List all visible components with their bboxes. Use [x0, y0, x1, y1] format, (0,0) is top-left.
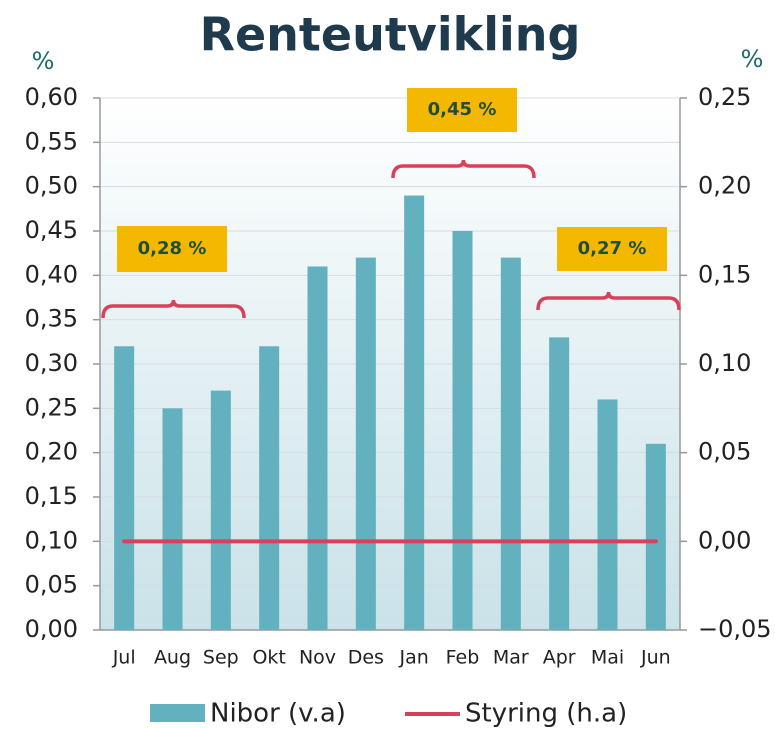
y-tick-label: 0,25 [25, 393, 78, 421]
y-tick-label: 0,55 [25, 127, 78, 155]
x-tick-label: Nov [299, 647, 336, 669]
x-tick-label: Feb [446, 647, 480, 669]
chart-title: Renteutvikling [200, 8, 581, 62]
y2-tick-label: 0,15 [698, 260, 751, 288]
y2-tick-label: −0,05 [698, 615, 772, 643]
x-tick-label: Des [348, 647, 384, 669]
y-tick-label: 0,10 [25, 526, 78, 554]
y-tick-label: 0,50 [25, 172, 78, 200]
y-tick-label: 0,05 [25, 571, 78, 599]
bar [162, 408, 183, 630]
x-tick-label: Sep [203, 647, 239, 669]
brace [391, 159, 536, 179]
x-tick-label: Jun [640, 647, 671, 669]
bar [307, 266, 328, 630]
brace [101, 299, 246, 319]
annotation-box [557, 227, 667, 271]
y2-tick-label: 0,25 [698, 83, 751, 111]
y-tick-label: 0,30 [25, 349, 78, 377]
legend-swatch [150, 704, 205, 722]
x-tick-label: Mar [493, 647, 529, 669]
y-tick-label: 0,00 [25, 615, 78, 643]
brace [536, 291, 681, 311]
y-tick-label: 0,40 [25, 260, 78, 288]
x-tick-label: Jul [112, 647, 136, 669]
annotation: 0,27 % [578, 238, 647, 259]
x-tick-label: Okt [252, 647, 285, 669]
bar [259, 346, 280, 630]
bar [210, 390, 231, 630]
y-tick-label: 0,35 [25, 305, 78, 333]
y2-unit: % [741, 45, 764, 73]
annotation-box [407, 88, 517, 132]
annotation-box [117, 226, 227, 272]
bar [645, 443, 666, 630]
legend-label: Styring (h.a) [465, 699, 627, 729]
bar [549, 337, 570, 630]
x-tick-label: Jan [399, 647, 429, 669]
bar [404, 195, 425, 631]
annotation: 0,45 % [428, 99, 497, 120]
x-tick-label: Mai [591, 647, 624, 669]
bar [597, 399, 618, 630]
annotation: 0,28 % [138, 238, 207, 259]
y-unit: % [32, 47, 55, 75]
y2-tick-label: 0,10 [698, 349, 751, 377]
x-tick-label: Apr [543, 647, 576, 669]
bar [452, 231, 473, 630]
y-tick-label: 0,45 [25, 216, 78, 244]
bar [355, 257, 376, 630]
y2-tick-label: 0,00 [698, 526, 751, 554]
bar [114, 346, 135, 630]
y2-tick-label: 0,05 [698, 438, 751, 466]
y2-tick-label: 0,20 [698, 172, 751, 200]
bar [500, 257, 521, 630]
y-tick-label: 0,15 [25, 482, 78, 510]
y-tick-label: 0,60 [25, 83, 78, 111]
legend-label: Nibor (v.a) [210, 699, 346, 729]
y-tick-label: 0,20 [25, 438, 78, 466]
x-tick-label: Aug [154, 647, 191, 669]
